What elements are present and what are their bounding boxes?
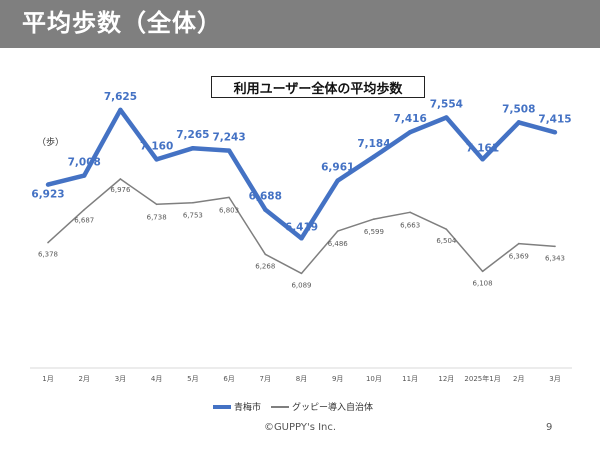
x-tick-label: 9月 xyxy=(332,375,343,383)
data-label: 7,243 xyxy=(212,132,245,144)
legend-label-guppy: グッピー導入自治体 xyxy=(292,403,374,413)
data-point xyxy=(299,236,304,241)
data-label: 6,738 xyxy=(147,213,167,221)
data-point xyxy=(190,146,196,151)
data-point xyxy=(373,218,375,220)
x-tick-label: 2025年1月 xyxy=(464,374,500,383)
header-bar: 平均歩数（全体） xyxy=(0,0,600,48)
data-label: 7,554 xyxy=(430,98,463,110)
data-point xyxy=(335,178,340,183)
legend: 青梅市 グッピー導入自治体 xyxy=(213,400,383,413)
chart-title: 利用ユーザー全体の平均歩数 xyxy=(211,76,425,98)
data-label: 7,625 xyxy=(104,91,137,103)
data-label: 6,504 xyxy=(436,237,457,245)
data-point xyxy=(517,242,520,245)
data-point xyxy=(192,201,194,204)
data-point xyxy=(263,207,268,212)
y-axis-label: （歩） xyxy=(37,136,64,148)
series-line-aomeshi xyxy=(47,107,556,241)
data-label: 6,961 xyxy=(321,162,354,174)
legend-label-aomeshi: 青梅市 xyxy=(234,403,262,413)
data-label: 7,161 xyxy=(466,142,499,154)
data-point xyxy=(444,115,449,120)
data-label: 7,184 xyxy=(357,138,390,150)
x-tick-label: 4月 xyxy=(151,375,162,383)
data-label: 6,369 xyxy=(509,253,529,261)
page-number: 9 xyxy=(546,422,553,433)
data-point xyxy=(300,272,303,275)
data-label: 6,663 xyxy=(400,221,420,229)
x-tick-label: 12月 xyxy=(438,375,454,383)
x-tick-label: 8月 xyxy=(296,375,307,383)
data-point xyxy=(226,148,232,153)
data-label: 6,089 xyxy=(291,281,311,289)
x-tick-label: 3月 xyxy=(549,375,560,383)
data-point xyxy=(119,178,122,180)
data-point xyxy=(481,270,484,273)
x-tick-label: 5月 xyxy=(187,375,198,383)
data-label: 7,160 xyxy=(140,140,173,152)
data-point xyxy=(371,154,377,160)
x-tick-label: 2月 xyxy=(513,375,524,383)
data-point xyxy=(45,182,51,187)
x-tick-label: 2月 xyxy=(78,375,89,383)
data-point xyxy=(516,120,521,125)
data-label: 6,803 xyxy=(219,206,239,214)
data-label: 6,343 xyxy=(545,254,565,262)
data-point xyxy=(155,203,158,206)
data-label: 6,599 xyxy=(364,228,384,236)
legend-item-guppy: グッピー導入自治体 xyxy=(271,400,373,413)
x-tick-label: 10月 xyxy=(366,375,382,383)
data-label: 7,416 xyxy=(394,113,427,125)
data-label: 6,976 xyxy=(110,186,131,194)
data-label: 6,687 xyxy=(74,217,94,225)
page-title: 平均歩数（全体） xyxy=(22,9,222,37)
data-point xyxy=(480,157,485,162)
data-point xyxy=(83,208,86,211)
data-point xyxy=(47,241,49,244)
data-point xyxy=(552,130,558,135)
data-label: 7,508 xyxy=(502,103,535,115)
data-point xyxy=(554,245,556,248)
data-label: 6,419 xyxy=(285,221,318,233)
data-point xyxy=(336,230,339,232)
data-label: 6,268 xyxy=(255,262,275,270)
copyright: ©GUPPY's Inc. xyxy=(263,422,337,433)
data-label: 7,415 xyxy=(538,113,571,125)
data-label: 6,923 xyxy=(31,189,64,201)
x-tick-label: 11月 xyxy=(402,375,418,383)
data-label: 7,265 xyxy=(176,129,209,141)
x-tick-label: 6月 xyxy=(223,375,234,383)
data-point xyxy=(228,196,230,199)
data-label: 7,008 xyxy=(68,157,101,169)
data-label: 6,688 xyxy=(249,191,282,203)
data-point xyxy=(118,107,123,113)
data-label: 6,378 xyxy=(38,251,58,259)
data-point xyxy=(82,173,87,178)
data-point xyxy=(409,211,411,214)
data-label: 6,753 xyxy=(183,212,203,220)
data-label: 6,108 xyxy=(473,279,493,287)
x-tick-label: 7月 xyxy=(260,375,271,383)
x-tick-label: 3月 xyxy=(115,375,126,383)
legend-item-aomeshi: 青梅市 xyxy=(213,400,261,413)
data-point xyxy=(264,253,267,256)
data-point xyxy=(407,129,413,135)
data-point xyxy=(154,157,159,162)
data-label: 6,486 xyxy=(328,240,349,248)
x-tick-label: 1月 xyxy=(42,375,53,383)
legend-swatch-aomeshi xyxy=(213,404,231,409)
data-point xyxy=(445,228,448,231)
legend-swatch-guppy xyxy=(271,405,290,408)
